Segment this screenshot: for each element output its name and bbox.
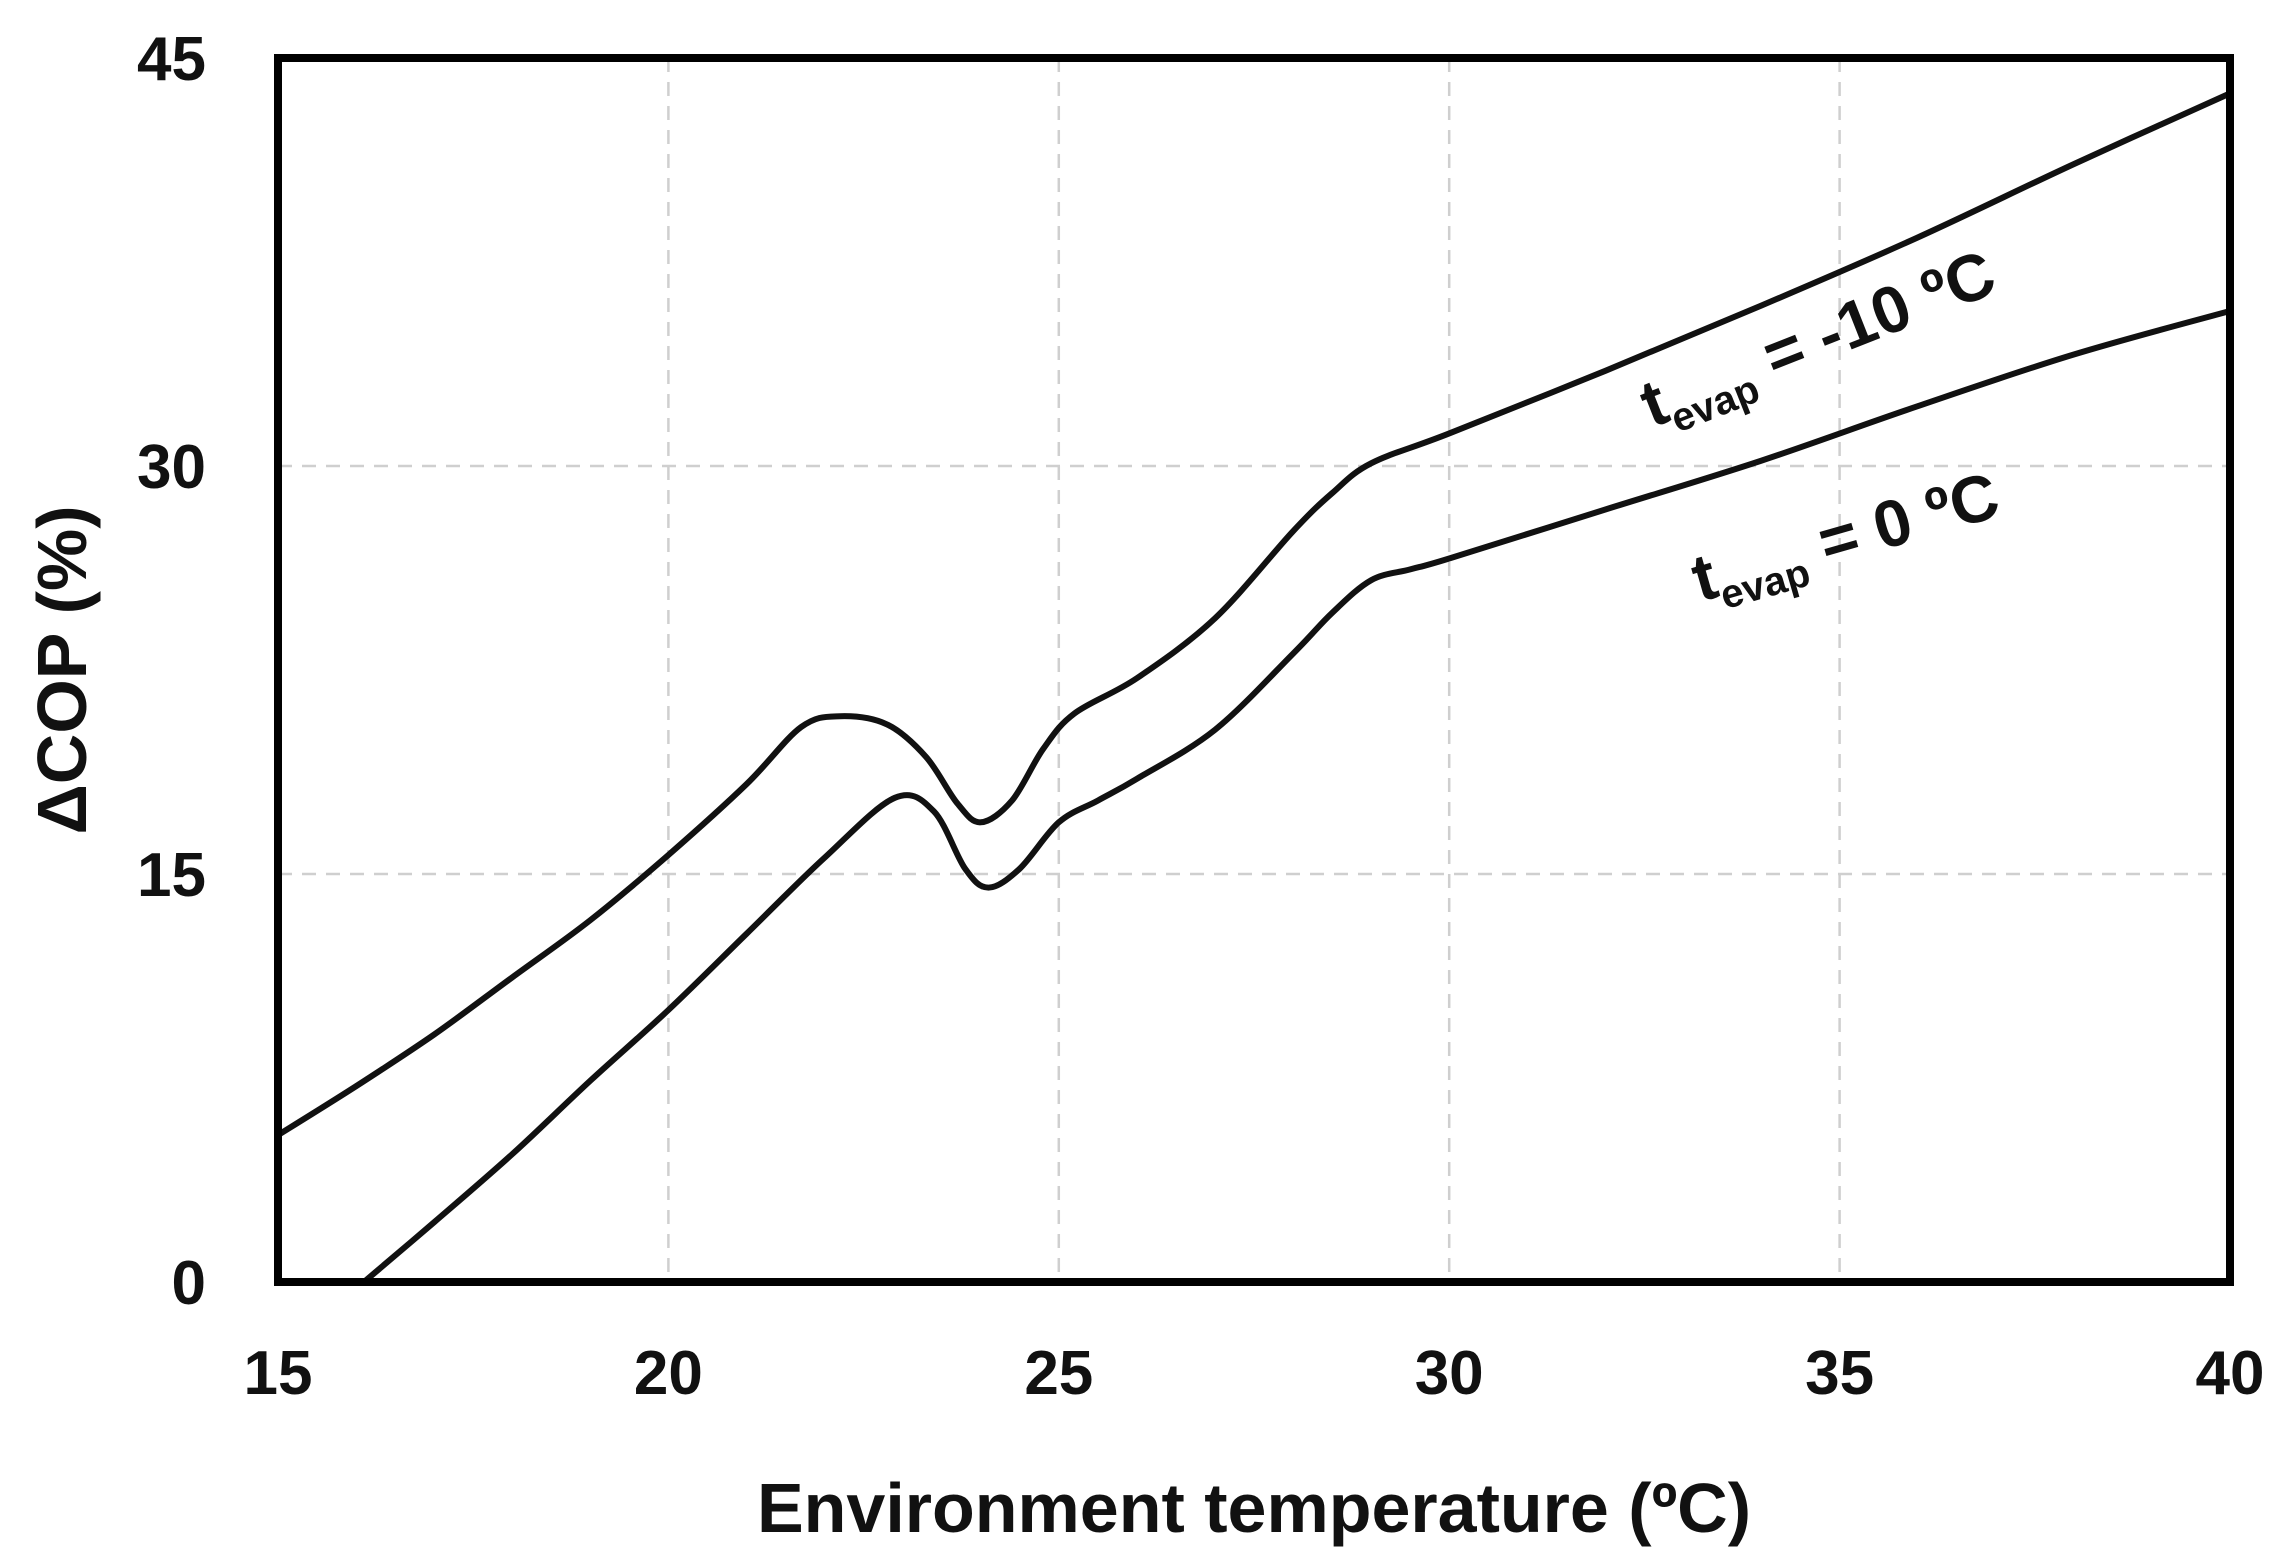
x-tick-label: 15 — [244, 1339, 313, 1408]
series-label-tevap-0: tevap = 0 ºC — [1683, 457, 2009, 624]
x-tick-label: 40 — [2196, 1339, 2265, 1408]
series-line-tevap-minus10 — [275, 90, 2233, 1139]
x-axis-title: Environment temperature (ºC) — [757, 1469, 1751, 1547]
series-label-tevap-minus10: tevap = -10 ºC — [1630, 235, 2008, 449]
y-tick-label: 30 — [137, 433, 206, 502]
y-tick-label: 0 — [172, 1249, 206, 1318]
x-tick-label: 20 — [634, 1339, 703, 1408]
series-line-tevap-0 — [360, 308, 2233, 1285]
plot-frame — [274, 54, 2234, 1286]
y-tick-label: 45 — [137, 25, 206, 94]
series-label-tevap-0-rest: = 0 ºC — [1792, 457, 2007, 584]
series-label-tevap-minus10-sub: evap — [1665, 367, 1766, 441]
series-label-tevap-0-sub: evap — [1715, 551, 1815, 618]
x-tick-label: 25 — [1024, 1339, 1093, 1408]
x-tick-label: 30 — [1415, 1339, 1484, 1408]
tick-labels: 15 20 25 30 35 40 0 15 30 45 — [137, 25, 2264, 1408]
y-axis-title: ΔCOP (%) — [23, 505, 101, 834]
series-lines — [275, 90, 2233, 1285]
grid — [278, 58, 2230, 1282]
y-tick-label: 15 — [137, 841, 206, 910]
x-tick-label: 35 — [1805, 1339, 1874, 1408]
